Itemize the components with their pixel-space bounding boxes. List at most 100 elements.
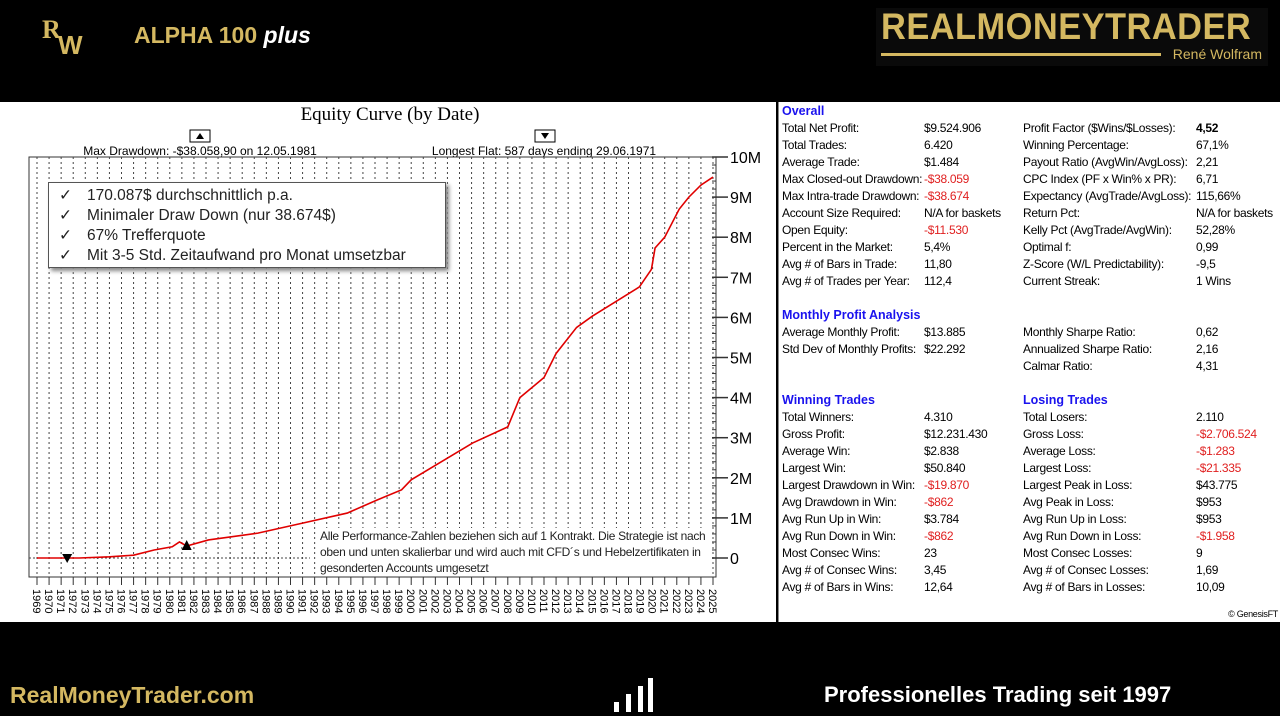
x-tick-label: 1976 <box>115 589 127 613</box>
stat-value: -$862 <box>924 529 954 543</box>
x-tick-label: 1987 <box>247 589 259 613</box>
x-tick-label: 2009 <box>513 589 525 613</box>
stat-value: N/A for baskets <box>1196 206 1273 220</box>
footer-site[interactable]: RealMoneyTrader.com <box>10 682 255 708</box>
stat-label: Avg # of Bars in Wins: <box>782 580 894 594</box>
x-tick-label: 2003 <box>440 589 452 613</box>
x-tick-label: 1995 <box>344 589 356 613</box>
stat-value: $2.838 <box>924 444 959 458</box>
x-tick-label: 2010 <box>525 589 537 613</box>
stat-value: -$11.530 <box>924 223 969 237</box>
stat-label: Largest Win: <box>782 461 846 475</box>
x-tick-label: 2012 <box>549 589 561 613</box>
stat-label: Return Pct: <box>1023 206 1080 220</box>
stat-value: -$38.674 <box>924 189 969 203</box>
stat-label: Avg # of Consec Losses: <box>1023 563 1149 577</box>
y-tick-label: 4M <box>730 391 752 408</box>
x-tick-label: 1998 <box>380 589 392 613</box>
x-tick-label: 1977 <box>127 589 139 613</box>
highlight-item: ✓ 67% Trefferquote <box>59 226 445 246</box>
stat-label: Avg Peak in Loss: <box>1023 495 1114 509</box>
stat-label: Average Loss: <box>1023 444 1096 458</box>
x-tick-label: 1981 <box>175 589 187 613</box>
x-tick-label: 2014 <box>573 589 585 613</box>
check-icon: ✓ <box>59 207 72 224</box>
triangle-down-icon <box>541 133 549 139</box>
stat-label: Calmar Ratio: <box>1023 359 1093 373</box>
x-tick-label: 2001 <box>416 589 428 613</box>
stat-label: Avg Run Down in Loss: <box>1023 529 1142 543</box>
check-icon: ✓ <box>59 187 72 204</box>
signal-bars-icon <box>612 678 654 712</box>
stat-label: Open Equity: <box>782 223 848 237</box>
stat-value: 5,4% <box>924 240 951 254</box>
y-tick-label: 5M <box>730 351 752 368</box>
stat-value: 67,1% <box>1196 138 1229 152</box>
stat-value: 112,4 <box>924 274 952 288</box>
stat-label: Average Win: <box>782 444 851 458</box>
stat-value: 10,09 <box>1196 580 1225 594</box>
stat-value: $953 <box>1196 495 1222 509</box>
x-tick-label: 1984 <box>211 589 223 613</box>
stat-value: 1,69 <box>1196 563 1219 577</box>
x-tick-label: 2006 <box>477 589 489 613</box>
x-tick-label: 1980 <box>163 589 175 613</box>
stat-label: Gross Profit: <box>782 427 845 441</box>
stat-label: Expectancy (AvgTrade/AvgLoss): <box>1023 189 1192 203</box>
highlight-item: ✓ 170.087$ durchschnittlich p.a. <box>59 186 445 206</box>
stat-value: 6,71 <box>1196 172 1219 186</box>
x-tick-label: 2017 <box>609 589 621 613</box>
stat-value: 0,62 <box>1196 325 1219 339</box>
stat-label: Total Trades: <box>782 138 847 152</box>
brand-divider <box>881 53 1161 56</box>
stat-value: 3,45 <box>924 563 947 577</box>
stat-label: Kelly Pct (AvgTrade/AvgWin): <box>1023 223 1172 237</box>
stat-label: Winning Percentage: <box>1023 138 1129 152</box>
x-tick-label: 2007 <box>489 589 501 613</box>
stat-value: 2.110 <box>1196 410 1224 424</box>
x-tick-label: 1990 <box>284 589 296 613</box>
max-drawdown-marker <box>181 539 192 550</box>
y-tick-label: 9M <box>730 190 752 207</box>
check-icon: ✓ <box>59 227 72 244</box>
stat-value: -$862 <box>924 495 954 509</box>
x-tick-label: 1982 <box>187 589 199 613</box>
y-tick-label: 1M <box>730 511 752 528</box>
chart-title: Equity Curve (by Date) <box>301 104 480 125</box>
longest-flat-label: Longest Flat: 587 days ending 29.06.1971 <box>432 144 657 158</box>
product-title: ALPHA 100 plus <box>134 22 311 49</box>
stat-value: -$1.958 <box>1196 529 1235 543</box>
stat-label: Average Monthly Profit: <box>782 325 900 339</box>
brand-name: REALMONEYTRADER <box>881 6 1252 47</box>
stat-value: 11,80 <box>924 257 952 271</box>
x-tick-label: 2018 <box>622 589 634 613</box>
stat-value: 1 Wins <box>1196 274 1231 288</box>
stat-value: 2,16 <box>1196 342 1219 356</box>
performance-note: Alle Performance-Zahlen beziehen sich au… <box>320 528 712 576</box>
stat-label: Gross Loss: <box>1023 427 1084 441</box>
stat-label: Max Closed-out Drawdown: <box>782 172 923 186</box>
x-tick-label: 1983 <box>199 589 211 613</box>
x-tick-label: 2021 <box>658 589 670 613</box>
stat-value: $12.231.430 <box>924 427 988 441</box>
stat-label: Largest Peak in Loss: <box>1023 478 1133 492</box>
x-tick-label: 2020 <box>646 589 658 613</box>
x-tick-label: 2016 <box>597 589 609 613</box>
x-tick-label: 1994 <box>332 589 344 613</box>
rw-logo: R W <box>42 15 83 56</box>
stat-label: Total Net Profit: <box>782 121 859 135</box>
brand-subtitle: René Wolfram <box>1172 46 1262 62</box>
x-tick-label: 1978 <box>139 589 151 613</box>
section-header-overall: Overall <box>782 104 825 118</box>
highlight-item: ✓ Minimaler Draw Down (nur 38.674$) <box>59 206 445 226</box>
svg-text:R: R <box>42 15 61 44</box>
equity-line <box>37 176 714 559</box>
stat-value: -$1.283 <box>1196 444 1235 458</box>
x-tick-label: 1985 <box>223 589 235 613</box>
stat-label: Current Streak: <box>1023 274 1100 288</box>
stat-value: -$38.059 <box>924 172 969 186</box>
stat-value: $13.885 <box>924 325 966 339</box>
stat-label: Avg # of Trades per Year: <box>782 274 910 288</box>
stat-value: 52,28% <box>1196 223 1235 237</box>
x-tick-label: 1975 <box>102 589 114 613</box>
